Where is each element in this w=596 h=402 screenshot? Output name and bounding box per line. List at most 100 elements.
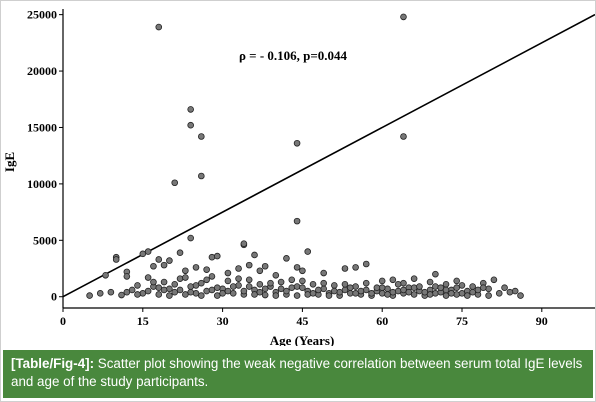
data-point — [277, 278, 285, 286]
data-point — [341, 265, 349, 272]
data-point — [128, 286, 136, 294]
data-point — [182, 291, 189, 298]
data-point — [495, 290, 503, 297]
data-point — [469, 283, 476, 290]
x-tick-label: 0 — [60, 314, 66, 328]
data-point — [299, 267, 306, 275]
data-point — [176, 275, 184, 282]
data-point — [198, 172, 205, 180]
data-point — [362, 260, 370, 268]
data-point — [261, 262, 269, 270]
data-point — [213, 252, 221, 260]
data-point — [378, 277, 386, 285]
data-point — [309, 290, 317, 297]
data-point — [102, 271, 109, 279]
y-tick-label: 20000 — [27, 64, 57, 78]
data-point — [416, 283, 423, 290]
data-point — [219, 290, 226, 297]
data-point — [235, 265, 242, 272]
data-point — [288, 284, 296, 291]
data-point — [384, 285, 391, 293]
data-point — [277, 285, 285, 293]
data-point — [256, 288, 264, 296]
data-point — [352, 283, 359, 290]
data-point — [96, 290, 104, 297]
data-point — [192, 264, 200, 271]
data-point — [469, 288, 476, 296]
data-point — [400, 279, 407, 287]
data-point — [336, 288, 343, 296]
data-point — [293, 264, 301, 271]
data-point — [331, 282, 338, 289]
data-point — [341, 281, 349, 288]
correlation-annotation: ρ = - 0.106, p=0.044 — [239, 48, 348, 63]
data-point — [362, 279, 370, 287]
data-point — [485, 285, 492, 293]
data-point — [166, 292, 173, 299]
data-point — [458, 282, 466, 289]
y-tick-label: 25000 — [27, 8, 57, 22]
data-point — [479, 284, 487, 291]
data-point — [187, 121, 194, 129]
data-point — [192, 282, 200, 289]
data-point — [229, 290, 237, 297]
data-point — [400, 286, 407, 294]
data-point — [208, 286, 216, 294]
data-point — [394, 281, 402, 288]
data-point — [437, 284, 445, 291]
data-point — [426, 278, 434, 286]
data-point — [187, 106, 194, 113]
x-axis-label: Age (Years) — [270, 333, 335, 346]
data-point — [166, 257, 173, 264]
x-tick-label: 60 — [376, 314, 388, 328]
data-point — [235, 275, 242, 282]
data-point — [362, 286, 370, 294]
data-point — [272, 271, 280, 279]
data-point — [315, 286, 322, 294]
data-point — [357, 287, 365, 295]
data-point — [389, 276, 397, 284]
data-point — [283, 287, 290, 295]
data-point — [203, 287, 210, 295]
data-point — [155, 284, 163, 291]
data-point — [432, 270, 439, 278]
data-point — [203, 266, 210, 273]
data-point — [304, 248, 312, 255]
y-tick-label: 0 — [51, 290, 57, 304]
data-point — [325, 292, 333, 299]
data-point — [224, 287, 232, 295]
data-point — [511, 287, 519, 295]
data-point — [304, 291, 312, 298]
data-point — [86, 292, 93, 299]
y-axis-label: IgE — [2, 152, 17, 172]
data-point — [198, 292, 205, 299]
data-point — [261, 285, 269, 293]
data-point — [506, 288, 514, 296]
data-point — [320, 279, 327, 287]
data-point — [198, 133, 205, 140]
data-point — [224, 277, 232, 285]
data-point — [134, 291, 141, 298]
data-point — [240, 240, 248, 247]
data-point — [299, 284, 306, 291]
data-point — [368, 290, 375, 297]
data-point — [293, 292, 301, 299]
data-point — [176, 249, 184, 257]
data-point — [240, 287, 248, 295]
x-tick-label: 15 — [137, 314, 149, 328]
data-point — [155, 291, 163, 298]
data-point — [118, 291, 125, 299]
data-point — [245, 276, 253, 284]
plot-area: 0 15 30 45 60 75 90 0 5000 10000 15000 20000 25000 — [27, 8, 595, 328]
data-point — [373, 284, 381, 291]
data-point — [245, 261, 253, 269]
data-point — [245, 283, 253, 290]
y-tick-label: 10000 — [27, 177, 57, 191]
data-point — [432, 290, 439, 297]
x-tick-label: 75 — [456, 314, 468, 328]
data-point — [378, 290, 386, 297]
data-point — [213, 292, 221, 299]
data-point — [187, 234, 194, 242]
data-point — [150, 278, 157, 286]
